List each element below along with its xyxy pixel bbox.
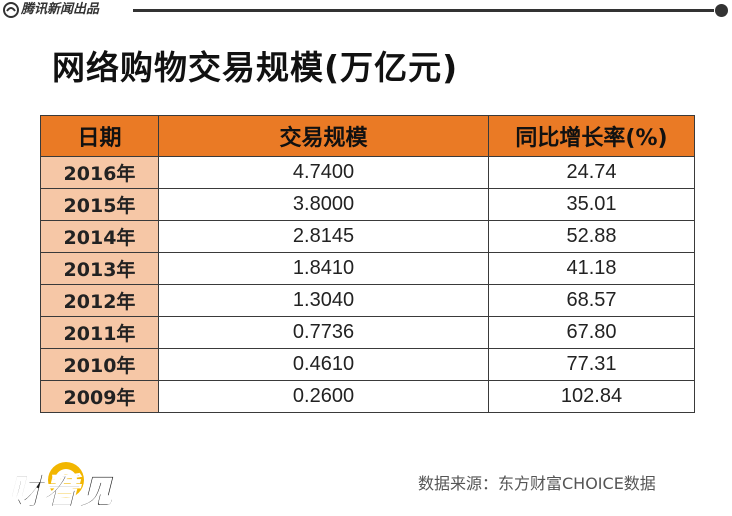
growth-cell: 68.57 — [488, 284, 695, 317]
growth-cell: 102.84 — [488, 380, 695, 413]
date-cell: 2012年 — [40, 284, 159, 317]
scale-cell: 3.8000 — [158, 188, 489, 221]
header-divider — [133, 9, 714, 12]
growth-cell: 52.88 — [488, 220, 695, 253]
date-cell: 2016年 — [40, 156, 159, 189]
header-bar: 腾讯新闻出品 — [0, 0, 732, 24]
column-header-scale: 交易规模 — [158, 115, 489, 157]
date-cell: 2014年 — [40, 220, 159, 253]
table-row: 2015年 3.8000 35.01 — [40, 188, 695, 221]
scale-cell: 4.7400 — [158, 156, 489, 189]
svg-text:财看见: 财看见 — [6, 472, 116, 512]
table-row: 2012年 1.3040 68.57 — [40, 284, 695, 317]
date-cell: 2015年 — [40, 188, 159, 221]
scale-cell: 0.7736 — [158, 316, 489, 349]
growth-cell: 41.18 — [488, 252, 695, 285]
data-table: 日期 交易规模 同比增长率(%) 2016年 4.7400 24.74 2015… — [40, 115, 695, 413]
table-row: 2014年 2.8145 52.88 — [40, 220, 695, 253]
table-header-row: 日期 交易规模 同比增长率(%) — [40, 115, 695, 157]
table-row: 2010年 0.4610 77.31 — [40, 348, 695, 381]
scale-cell: 1.3040 — [158, 284, 489, 317]
table-row: 2016年 4.7400 24.74 — [40, 156, 695, 189]
page-title: 网络购物交易规模(万亿元) — [52, 48, 459, 87]
caikanjian-logo: 财看见 — [6, 462, 117, 512]
growth-cell: 67.80 — [488, 316, 695, 349]
growth-cell: 24.74 — [488, 156, 695, 189]
header-dot — [715, 4, 728, 17]
date-cell: 2010年 — [40, 348, 159, 381]
tencent-news-logo-icon — [3, 2, 19, 18]
date-cell: 2013年 — [40, 252, 159, 285]
column-header-date: 日期 — [40, 115, 159, 157]
scale-cell: 1.8410 — [158, 252, 489, 285]
date-cell: 2011年 — [40, 316, 159, 349]
column-header-growth: 同比增长率(%) — [488, 115, 695, 157]
scale-cell: 2.8145 — [158, 220, 489, 253]
table-row: 2011年 0.7736 67.80 — [40, 316, 695, 349]
scale-cell: 0.4610 — [158, 348, 489, 381]
table-row: 2009年 0.2600 102.84 — [40, 380, 695, 413]
growth-cell: 35.01 — [488, 188, 695, 221]
brand-label: 腾讯新闻出品 — [21, 2, 100, 17]
data-source-note: 数据来源：东方财富CHOICE数据 — [418, 474, 656, 493]
date-cell: 2009年 — [40, 380, 159, 413]
scale-cell: 0.2600 — [158, 380, 489, 413]
table-row: 2013年 1.8410 41.18 — [40, 252, 695, 285]
growth-cell: 77.31 — [488, 348, 695, 381]
